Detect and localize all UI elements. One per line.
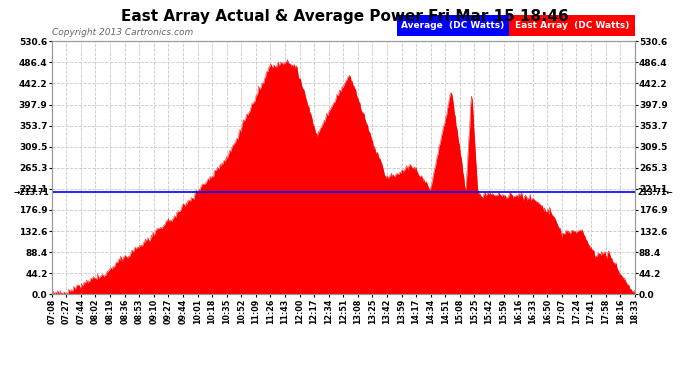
Text: East Array Actual & Average Power Fri Mar 15 18:46: East Array Actual & Average Power Fri Ma… (121, 9, 569, 24)
Text: Copyright 2013 Cartronics.com: Copyright 2013 Cartronics.com (52, 28, 193, 37)
Bar (397, 15, 509, 36)
Bar (509, 15, 635, 36)
Text: East Array  (DC Watts): East Array (DC Watts) (515, 21, 629, 30)
Text: Average  (DC Watts): Average (DC Watts) (401, 21, 504, 30)
Text: 213.71←: 213.71← (638, 188, 673, 197)
Text: →213.71: →213.71 (13, 188, 49, 197)
